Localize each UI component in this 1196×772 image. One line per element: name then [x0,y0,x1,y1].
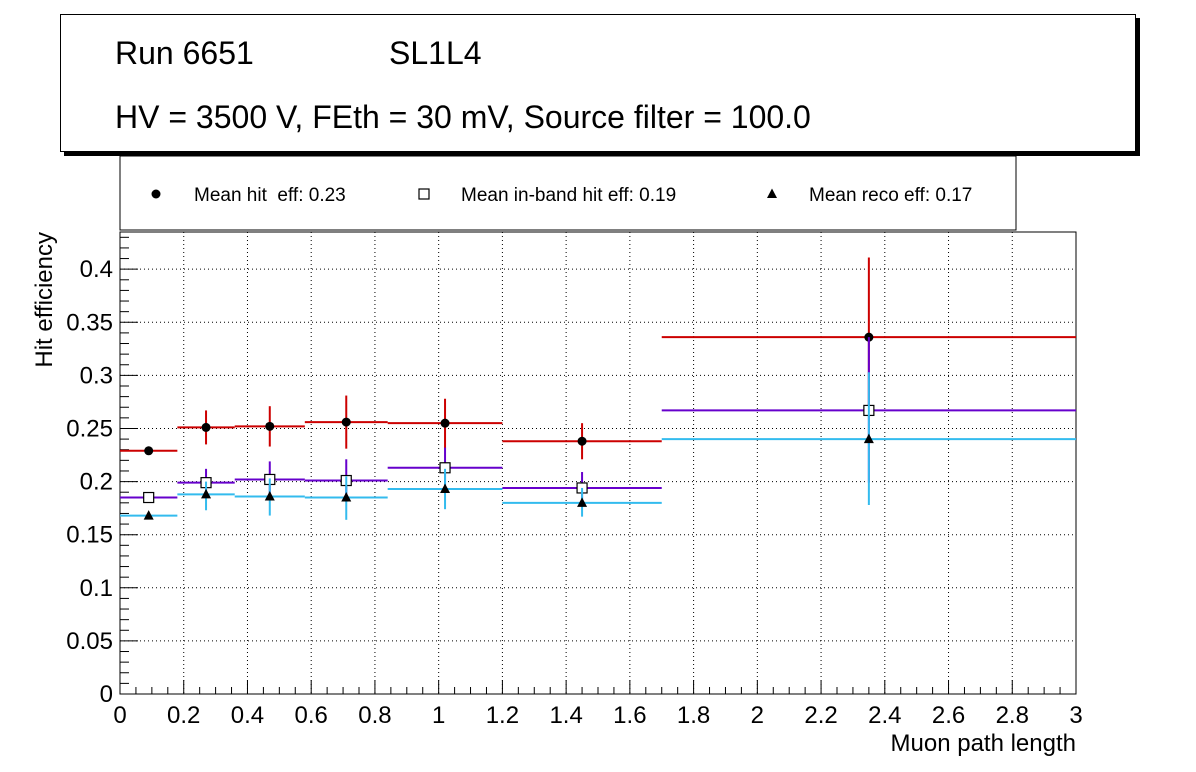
x-tick-label: 1.8 [677,702,710,729]
data-point [143,491,155,504]
series-2 [120,337,1076,504]
data-point [143,510,154,520]
x-tick-label: 0.4 [231,702,264,729]
y-tick-label: 0.35 [66,309,113,336]
x-tick-label: 0.2 [167,702,200,729]
legend-box [119,155,1017,231]
y-tick-label: 0 [100,681,113,708]
data-point [264,490,275,501]
legend-marker [418,188,430,200]
data-point [144,446,154,456]
data-point [341,417,351,427]
legend-label: Mean in-band hit eff: 0.19 [461,185,676,206]
data-point [201,488,212,499]
x-tick-label: 1.6 [613,702,646,729]
y-tick-label: 0.25 [66,415,113,442]
data-point [440,418,450,428]
x-tick-label: 1 [432,702,445,729]
legend: Mean hit eff: 0.23 Mean in-band hit eff: … [151,185,972,206]
y-tick-label: 0.3 [80,362,113,389]
x-tick-label: 2.2 [804,702,837,729]
data-point [201,422,211,432]
data-point [265,421,275,431]
data-point [341,492,352,502]
y-tick-label: 0.1 [80,575,113,602]
x-tick-label: 3 [1069,702,1082,729]
data-point [863,433,874,444]
x-tick-label: 0.8 [358,702,391,729]
legend-marker [767,188,777,198]
x-tick-label: 2.4 [868,702,901,729]
run-info-box: Run 6651 SL1L4 HV = 3500 V, FEth = 30 mV… [60,14,1136,152]
x-tick-label: 2.6 [932,702,965,729]
plot-frame [119,231,1077,695]
x-tick-label: 1.2 [486,702,519,729]
data-point [440,483,451,494]
data-point [577,436,587,446]
series [120,257,1076,520]
x-tick-label: 2 [751,702,764,729]
y-tick-label: 0.05 [66,628,113,655]
x-tick-label: 0 [113,702,126,729]
run-number: Run 6651 [115,35,254,71]
y-tick-label: 0.15 [66,522,113,549]
legend-marker [151,189,161,199]
x-tick-label: 0.6 [295,702,328,729]
y-tick-label: 0.2 [80,469,113,496]
grid [120,232,1076,694]
series-1 [120,257,1076,460]
x-tick-label: 1.4 [549,702,582,729]
y-tick-label: 0.4 [80,256,113,283]
series-3 [120,372,1076,520]
data-point [577,497,588,507]
legend-label: Mean reco eff: 0.17 [809,185,972,206]
legend-label: Mean hit eff: 0.23 [194,185,346,206]
run-parameters: HV = 3500 V, FEth = 30 mV, Source filter… [115,99,811,135]
x-tick-label: 2.8 [996,702,1029,729]
layer-label: SL1L4 [389,35,482,71]
y-axis-label: Hit efficiency [31,232,58,368]
axes: 0 0.2 0.4 0.6 0.8 1 1.2 1.4 1.6 1.8 2 2.2 2.4 2.6 2.8 3… [66,236,1083,729]
x-axis-label: Muon path length [891,730,1076,757]
